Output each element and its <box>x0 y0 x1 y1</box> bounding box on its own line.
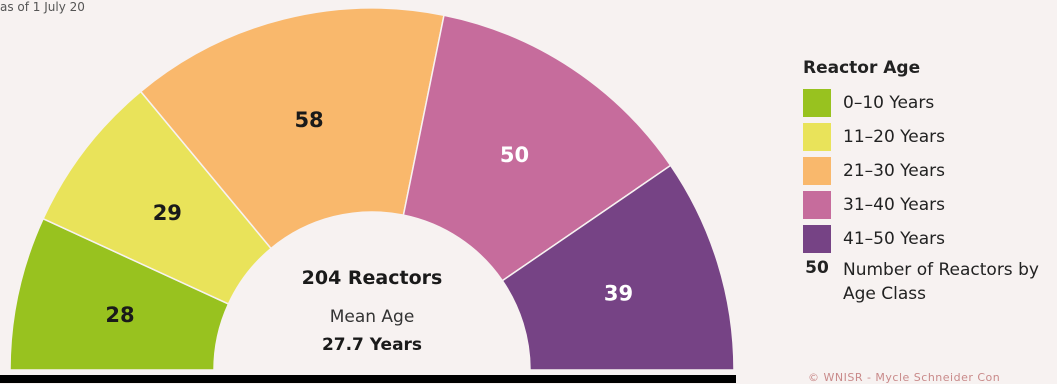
legend-label-2: 11–20 Years <box>843 127 946 147</box>
slice-value-label-2: 29 <box>153 201 182 225</box>
center-mean-age: 27.7 Years <box>322 335 422 355</box>
legend-label-5: 41–50 Years <box>843 229 946 249</box>
legend-swatch-3 <box>803 157 831 185</box>
legend-item-2: 11–20 Years <box>803 120 1057 154</box>
copyright-credit: © WNISR - Mycle Schneider Con <box>808 371 1001 384</box>
legend-title: Reactor Age <box>803 58 921 78</box>
legend-label-3: 21–30 Years <box>843 161 946 181</box>
center-subtitle: Mean Age <box>330 307 415 327</box>
cropped-header-text: as of 1 July 20 <box>0 0 85 14</box>
slice-value-label-3: 58 <box>294 108 323 132</box>
legend-items: 0–10 Years 11–20 Years 21–30 Years 31–40 Ye… <box>803 86 1057 256</box>
slice-5 <box>501 164 735 371</box>
legend-key-number: 50 <box>805 258 829 278</box>
legend-swatch-4 <box>803 191 831 219</box>
slice-value-label-5: 39 <box>604 282 633 306</box>
legend-item-5: 41–50 Years <box>803 222 1057 256</box>
slice-3 <box>139 7 445 250</box>
legend-label-1: 0–10 Years <box>843 93 935 113</box>
legend: Reactor Age 0–10 Years 11–20 Years 21–30 Y… <box>803 58 1057 306</box>
slice-value-label-4: 50 <box>500 143 529 167</box>
legend-label-4: 31–40 Years <box>843 195 946 215</box>
baseline-bar <box>0 375 736 383</box>
legend-item-3: 21–30 Years <box>803 154 1057 188</box>
half-donut-chart: 28 29 58 50 39 204 Reactors Mean Age 27.7 Ye… <box>9 7 735 371</box>
center-total-label: 204 Reactors <box>302 267 443 289</box>
legend-swatch-1 <box>803 89 831 117</box>
slice-4 <box>402 14 672 282</box>
legend-swatch-5 <box>803 225 831 253</box>
chart-slices <box>9 7 735 371</box>
legend-swatch-2 <box>803 123 831 151</box>
chart-slice-labels: 28 29 58 50 39 <box>105 108 633 327</box>
legend-key: 50 Number of Reactors by Age Class <box>803 258 1057 306</box>
legend-key-text: Number of Reactors by Age Class <box>843 260 1039 304</box>
legend-item-1: 0–10 Years <box>803 86 1057 120</box>
slice-value-label-1: 28 <box>105 303 134 327</box>
legend-item-4: 31–40 Years <box>803 188 1057 222</box>
